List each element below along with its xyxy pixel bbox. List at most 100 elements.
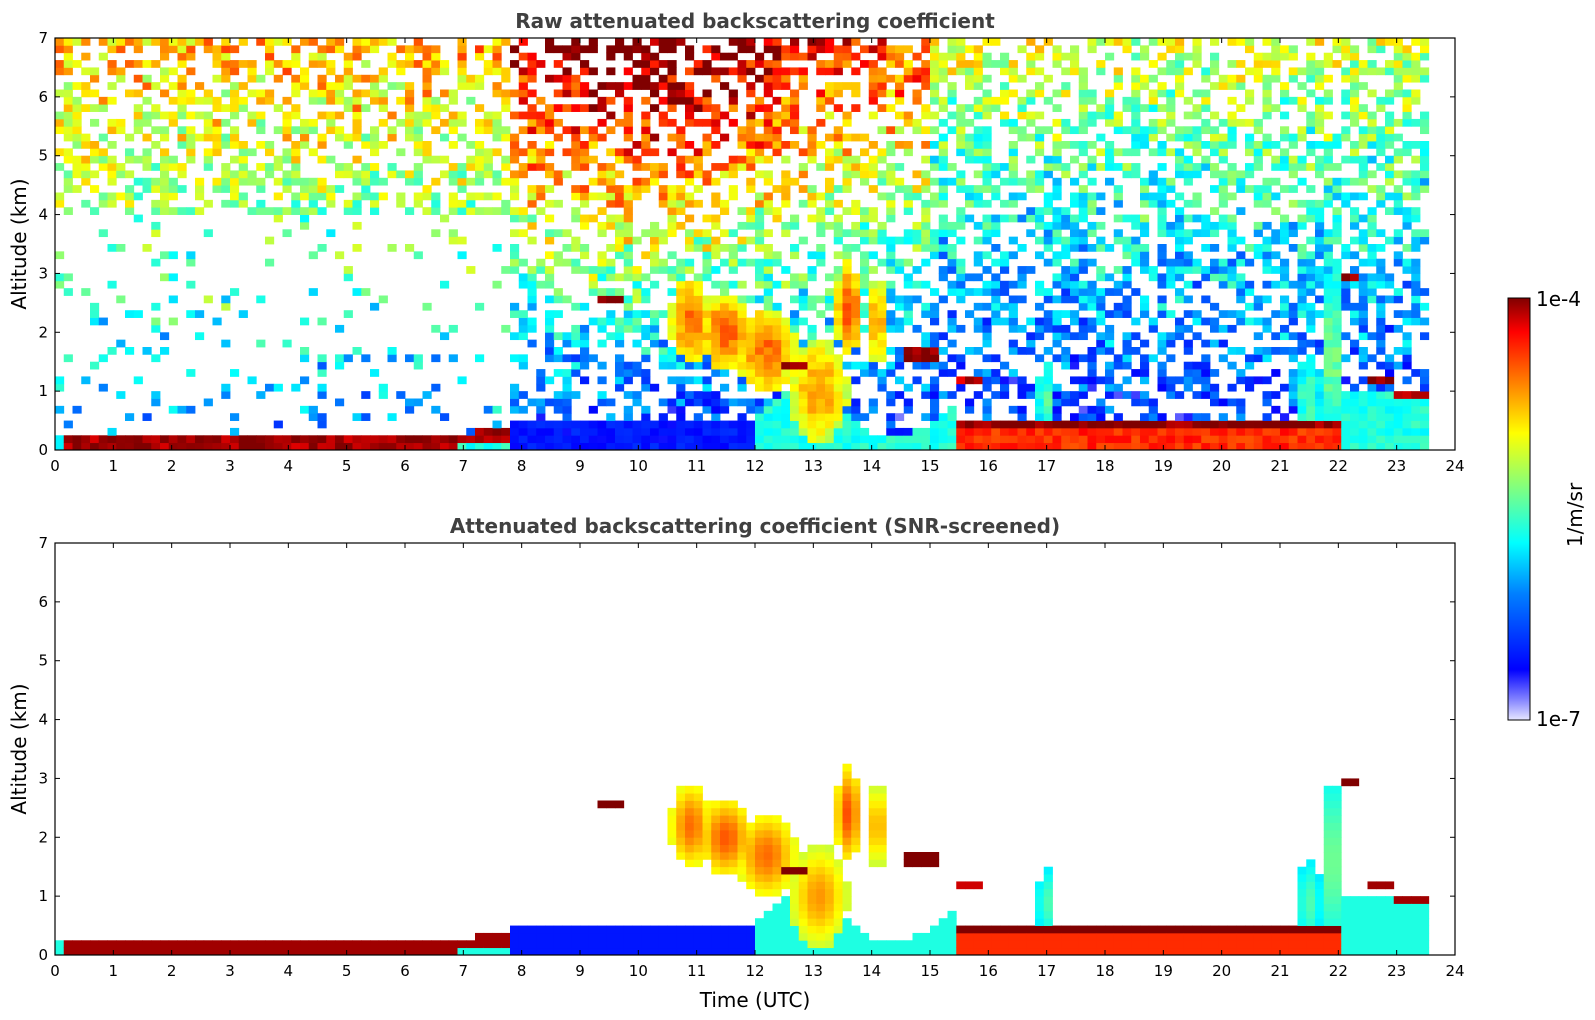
- heatmap-cell: [527, 155, 537, 164]
- heatmap-cell: [606, 332, 616, 341]
- heatmap-cell: [510, 111, 520, 120]
- heatmap-cell: [982, 236, 992, 245]
- heatmap-cell: [1297, 310, 1307, 318]
- heatmap-cell: [1420, 369, 1430, 377]
- heatmap-cell: [842, 302, 852, 311]
- heatmap-cell: [930, 45, 940, 54]
- heatmap-cell: [475, 74, 485, 83]
- heatmap-cell: [798, 376, 808, 385]
- heatmap-cell: [1043, 38, 1053, 46]
- heatmap-cell: [825, 339, 835, 348]
- heatmap-cell: [177, 141, 187, 149]
- heatmap-cell: [702, 354, 712, 363]
- heatmap-cell: [1323, 427, 1333, 436]
- heatmap-cell: [247, 89, 257, 98]
- heatmap-cell: [930, 155, 940, 164]
- heatmap-cell: [1192, 163, 1202, 171]
- heatmap-cell: [256, 177, 266, 186]
- heatmap-cell: [212, 141, 222, 149]
- heatmap-cell: [413, 192, 423, 201]
- heatmap-cell: [168, 155, 178, 164]
- heatmap-cell: [300, 141, 310, 149]
- heatmap-cell: [422, 52, 432, 61]
- heatmap-cell: [151, 947, 161, 955]
- heatmap-cell: [790, 361, 800, 370]
- heatmap-cell: [160, 192, 170, 201]
- heatmap-cell: [1140, 266, 1150, 274]
- heatmap-cell: [1201, 369, 1211, 377]
- heatmap-cell: [685, 940, 695, 949]
- heatmap-cell: [711, 435, 721, 444]
- heatmap-cell: [1070, 332, 1080, 341]
- heatmap-cell: [720, 822, 730, 831]
- heatmap-cell: [772, 405, 782, 414]
- heatmap-cell: [667, 354, 677, 363]
- heatmap-cell: [1070, 236, 1080, 245]
- heatmap-cell: [702, 442, 712, 450]
- heatmap-cell: [693, 155, 703, 164]
- heatmap-cell: [912, 435, 922, 444]
- heatmap-cell: [912, 280, 922, 289]
- heatmap-cell: [1420, 317, 1430, 326]
- heatmap-cell: [1113, 236, 1123, 245]
- heatmap-cell: [510, 214, 520, 223]
- heatmap-cell: [912, 324, 922, 333]
- heatmap-cell: [1358, 288, 1368, 296]
- heatmap-cell: [483, 60, 493, 68]
- heatmap-cell: [378, 141, 388, 149]
- heatmap-cell: [1385, 118, 1395, 127]
- heatmap-cell: [1000, 89, 1010, 98]
- heatmap-cell: [615, 273, 625, 282]
- heatmap-cell: [238, 192, 248, 201]
- heatmap-cell: [1367, 185, 1377, 193]
- heatmap-cell: [300, 947, 310, 955]
- heatmap-cell: [335, 435, 345, 444]
- heatmap-cell: [658, 940, 668, 949]
- heatmap-cell: [720, 435, 730, 444]
- heatmap-cell: [947, 126, 957, 135]
- heatmap-cell: [1131, 111, 1141, 120]
- heatmap-cell: [728, 52, 738, 61]
- heatmap-cell: [1358, 163, 1368, 171]
- heatmap-cell: [1402, 74, 1412, 83]
- x-tick-label: 16: [979, 457, 998, 475]
- heatmap-cell: [1166, 435, 1176, 444]
- heatmap-cell: [833, 155, 843, 164]
- heatmap-cell: [1061, 118, 1071, 127]
- heatmap-cell: [930, 236, 940, 245]
- heatmap-cell: [177, 82, 187, 90]
- heatmap-cell: [160, 111, 170, 120]
- heatmap-cell: [903, 347, 913, 355]
- heatmap-cell: [1183, 52, 1193, 61]
- heatmap-cell: [151, 391, 161, 399]
- heatmap-cell: [737, 369, 747, 377]
- heatmap-cell: [930, 354, 940, 363]
- heatmap-cell: [1262, 221, 1272, 230]
- heatmap-cell: [527, 192, 537, 201]
- heatmap-cell: [965, 199, 975, 208]
- heatmap-cell: [685, 214, 695, 223]
- heatmap-cell: [1236, 398, 1246, 407]
- heatmap-cell: [807, 420, 817, 429]
- heatmap-cell: [1008, 170, 1018, 179]
- heatmap-cell: [282, 38, 292, 46]
- heatmap-cell: [720, 52, 730, 61]
- heatmap-cell: [1201, 266, 1211, 274]
- heatmap-cell: [763, 302, 773, 311]
- heatmap-cell: [755, 354, 765, 363]
- heatmap-cell: [1393, 45, 1403, 54]
- heatmap-cell: [1192, 229, 1202, 238]
- heatmap-cell: [1035, 89, 1045, 98]
- heatmap-cell: [1122, 170, 1132, 179]
- heatmap-cell: [265, 89, 275, 98]
- heatmap-cell: [361, 940, 371, 949]
- heatmap-cell: [676, 940, 686, 949]
- heatmap-cell: [1315, 244, 1325, 252]
- heatmap-cell: [1175, 244, 1185, 252]
- heatmap-cell: [1035, 376, 1045, 385]
- heatmap-cell: [877, 369, 887, 377]
- heatmap-cell: [1096, 347, 1106, 355]
- heatmap-cell: [545, 148, 555, 157]
- heatmap-cell: [63, 288, 73, 296]
- heatmap-cell: [720, 332, 730, 341]
